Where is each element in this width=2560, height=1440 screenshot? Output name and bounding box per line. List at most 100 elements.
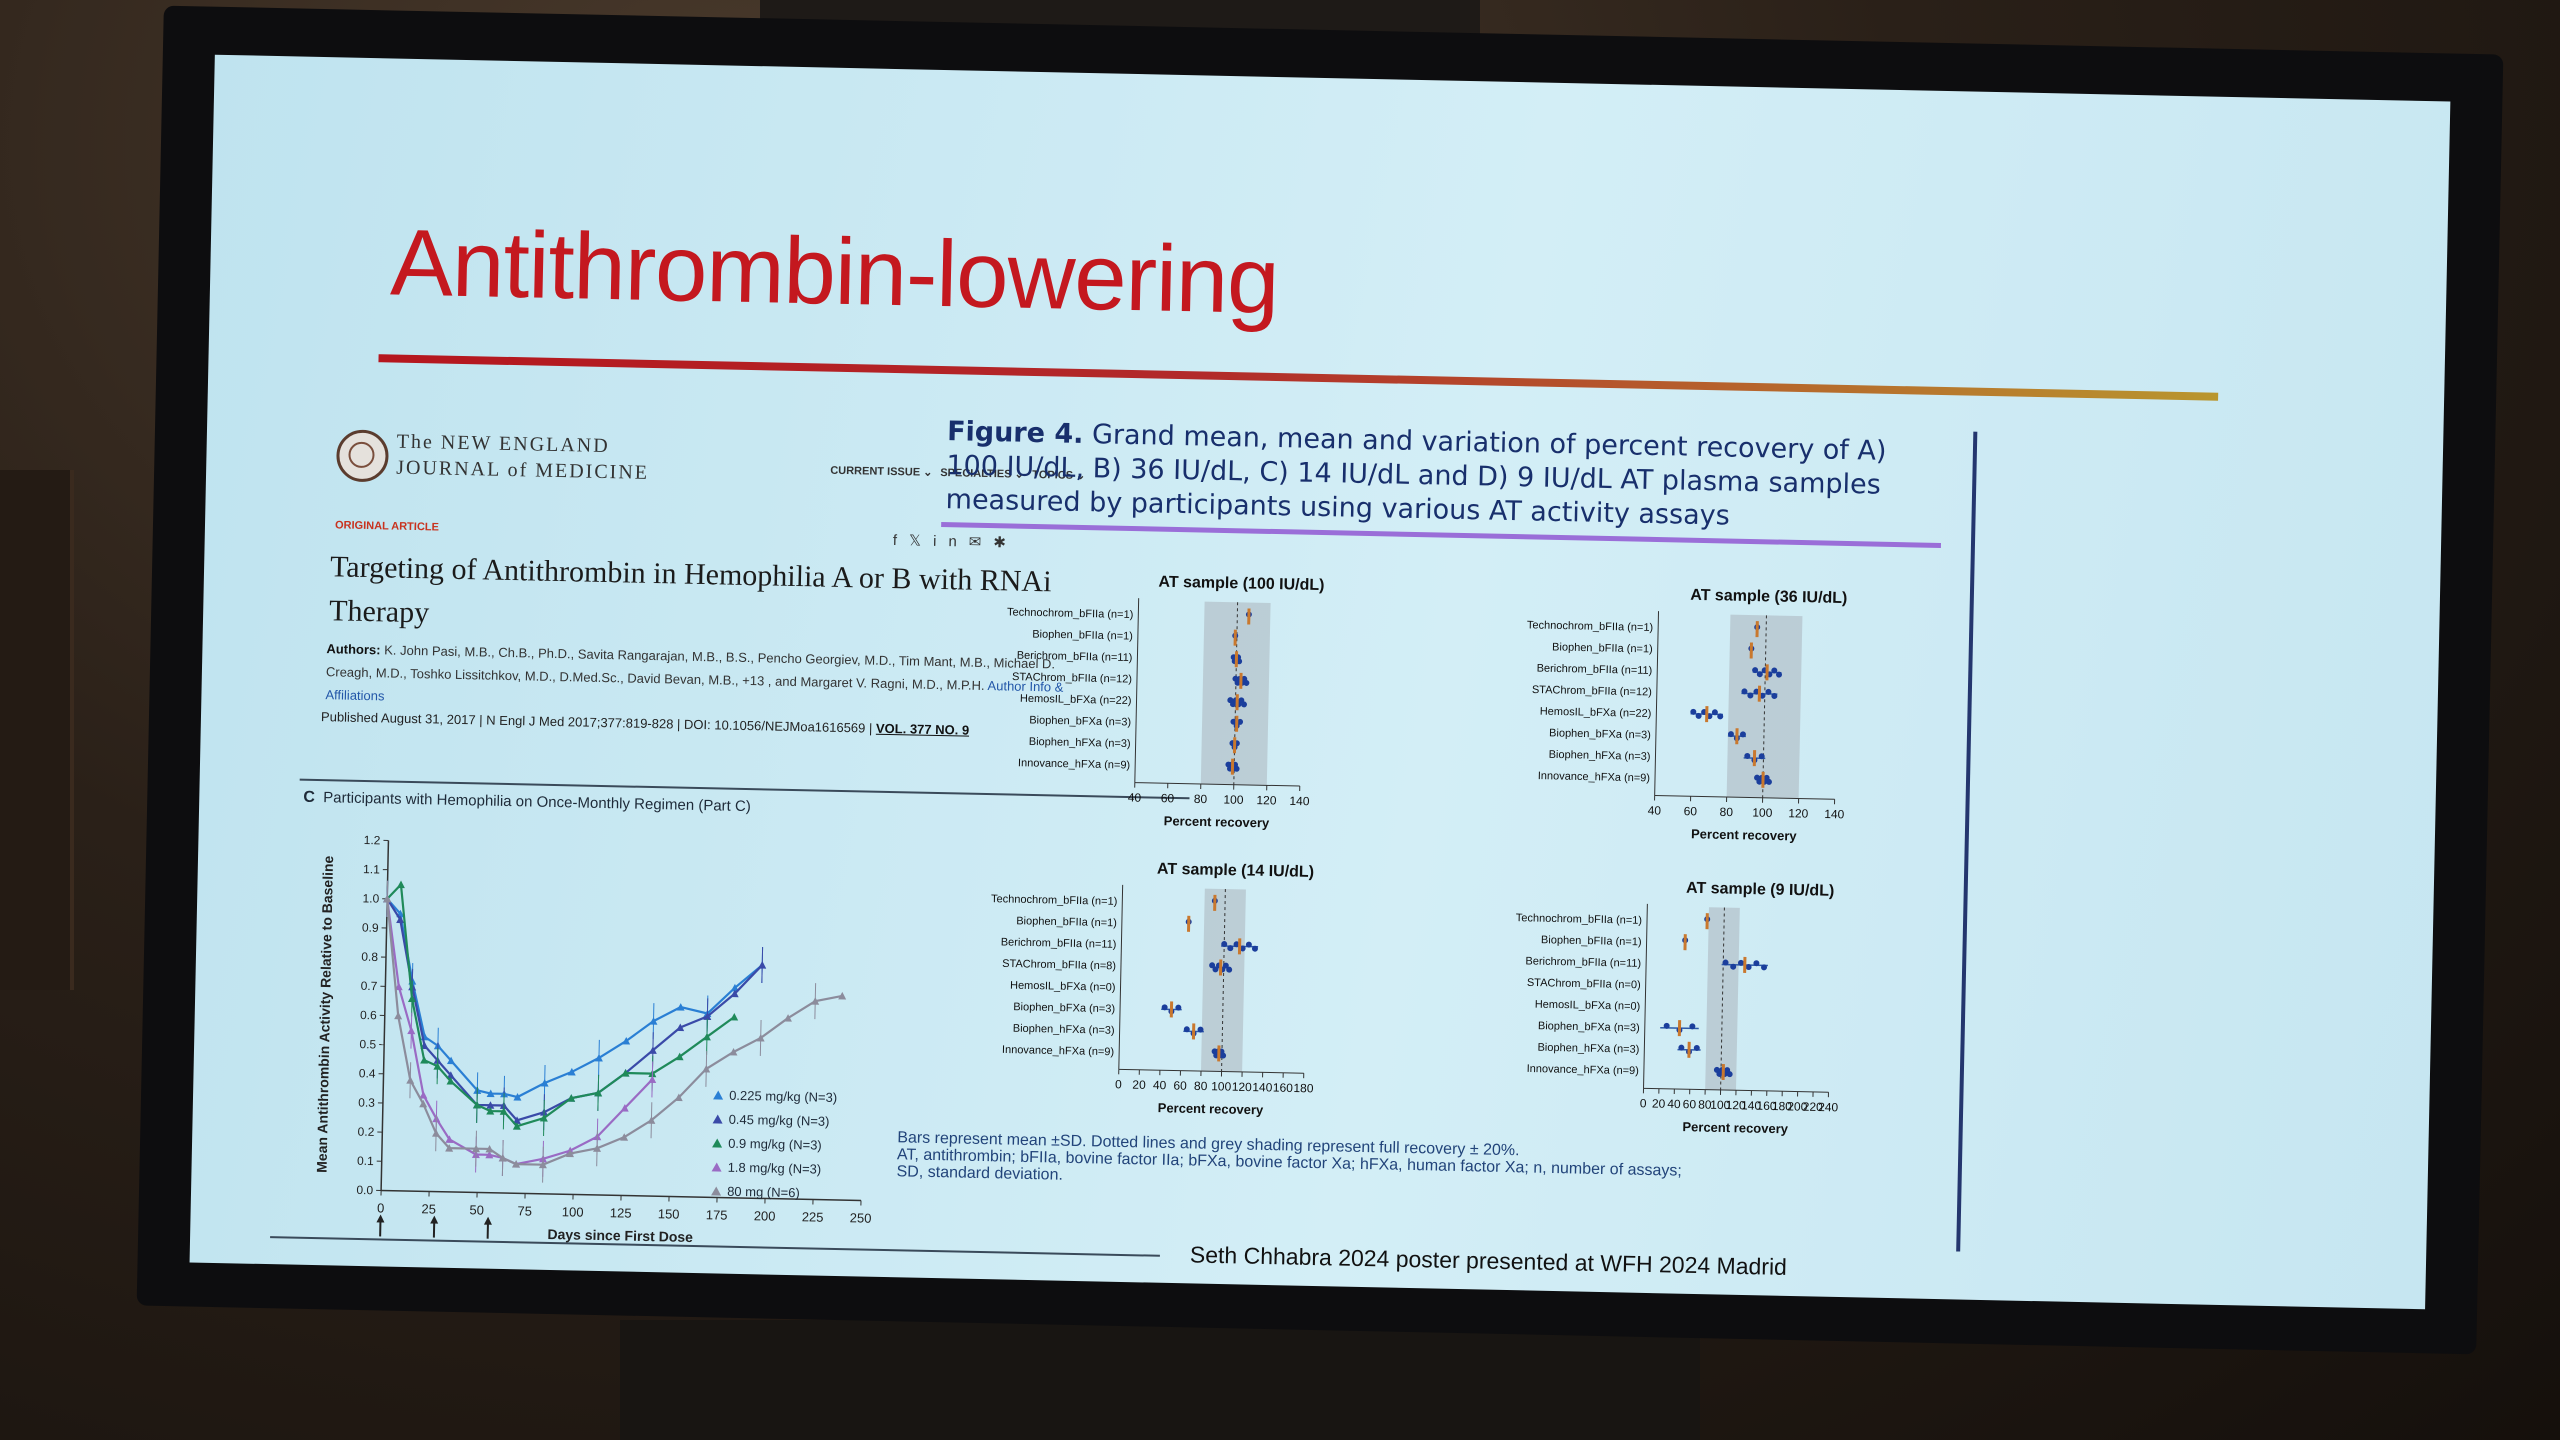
- series-marker: [472, 1100, 481, 1109]
- x-axis-title: Days since First Dose: [547, 1226, 693, 1245]
- x-tick-label: 140: [1741, 1098, 1762, 1112]
- legend-label: 0.225 mg/kg (N=3): [729, 1088, 837, 1105]
- x-tick-label: 40: [1648, 803, 1662, 817]
- y-tick-label: 0.9: [362, 920, 379, 934]
- legend-marker: [711, 1162, 722, 1172]
- assay-label: Innovance_hFXa (n=9): [1527, 1063, 1639, 1077]
- series-marker: [838, 991, 847, 1000]
- article-section: ORIGINAL ARTICLE: [334, 519, 440, 534]
- series-marker: [433, 1062, 442, 1070]
- x-tick-label: 20: [1652, 1096, 1666, 1110]
- series-marker: [485, 1144, 494, 1153]
- assay-label: Biophen_bFIIa (n=1): [1552, 641, 1653, 655]
- series-line: [386, 882, 735, 1128]
- series-marker: [620, 1133, 629, 1141]
- x-tick-label: 100: [1211, 1079, 1232, 1093]
- x-tick-label: 100: [1752, 806, 1773, 820]
- data-point: [1765, 688, 1772, 695]
- series-marker: [512, 1122, 521, 1130]
- y-axis: [1643, 903, 1648, 1089]
- legend-label: 1.8 mg/kg (N=3): [728, 1160, 822, 1177]
- series-marker: [446, 1056, 455, 1065]
- assay-label: Innovance_hFXa (n=9): [1002, 1044, 1114, 1058]
- series-marker: [730, 983, 739, 992]
- dose-arrow-head: [483, 1216, 492, 1225]
- data-point: [1717, 713, 1724, 720]
- nejm-seal-icon: [335, 429, 390, 483]
- series-marker: [702, 1032, 711, 1041]
- series-marker: [648, 1046, 657, 1054]
- data-point: [1695, 712, 1702, 719]
- x-tick-label: 80: [1194, 1079, 1208, 1093]
- series-marker: [730, 989, 739, 998]
- data-point: [1245, 941, 1252, 948]
- x-tick-label: 160: [1756, 1099, 1777, 1113]
- assay-label: Biophen_hFXa (n=3): [1549, 749, 1651, 763]
- series-marker: [486, 1107, 495, 1115]
- data-point: [1693, 1044, 1700, 1051]
- series-marker: [383, 894, 392, 903]
- x-axis-title: Percent recovery: [1682, 1119, 1789, 1136]
- assay-label: STAChrom_bFIIa (n=12): [1012, 671, 1132, 686]
- data-point: [1222, 962, 1229, 969]
- x-tick-label: 60: [1683, 1097, 1697, 1111]
- x-tick-label: 100: [1710, 1098, 1731, 1112]
- series-marker: [593, 1144, 602, 1152]
- legend-marker: [712, 1138, 723, 1148]
- data-point: [1745, 964, 1752, 971]
- slide: Antithrombin-lowering The NEW ENGLAND JO…: [189, 54, 2451, 1310]
- data-point: [1690, 708, 1697, 715]
- x-axis: [1643, 1087, 1829, 1093]
- x-tick-label: 40: [1667, 1097, 1681, 1111]
- series-marker: [538, 1160, 547, 1169]
- series-marker: [648, 1075, 657, 1084]
- y-tick-label: 1.1: [363, 862, 380, 876]
- x-tick-label: 80: [1720, 805, 1734, 819]
- y-tick-label: 0.5: [359, 1037, 376, 1051]
- y-tick-label: 0.8: [361, 950, 378, 964]
- data-point: [1233, 941, 1240, 948]
- panel-36iu: AT sample (36 IU/dL) Technochrom_bFIIa (n…: [1527, 587, 1848, 844]
- panel-title: AT sample (14 IU/dL): [1157, 861, 1314, 881]
- x-tick-label: 120: [1788, 806, 1809, 820]
- data-point: [1776, 671, 1783, 678]
- series-marker: [407, 994, 416, 1003]
- series-marker: [486, 1101, 495, 1109]
- x-axis: [1654, 794, 1835, 800]
- legend-marker: [712, 1114, 723, 1124]
- series-marker: [567, 1067, 576, 1076]
- data-point: [1237, 718, 1244, 725]
- data-point: [1730, 963, 1737, 970]
- x-tick-label: 250: [850, 1210, 872, 1225]
- series-marker: [513, 1093, 522, 1101]
- figure4-caption: Figure 4. Grand mean, mean and variation…: [945, 415, 1927, 538]
- monitor-stand-bottom: [620, 1320, 1700, 1440]
- assay-label: Innovance_hFXa (n=9): [1018, 757, 1130, 771]
- dose-arrow-head: [430, 1215, 439, 1224]
- full-recovery-line: [1233, 602, 1239, 785]
- series-marker: [594, 1053, 603, 1062]
- assay-label: Technochrom_bFIIa (n=1): [991, 893, 1117, 908]
- assay-label: Biophen_hFXa (n=3): [1029, 736, 1131, 750]
- data-point: [1678, 1044, 1685, 1051]
- data-point: [1243, 679, 1250, 686]
- data-point: [1209, 962, 1216, 969]
- data-point: [1771, 667, 1778, 674]
- series-marker: [406, 1076, 415, 1084]
- data-point: [1230, 718, 1237, 725]
- series-marker: [729, 1047, 738, 1056]
- monitor-bezel: Antithrombin-lowering The NEW ENGLAND JO…: [136, 5, 2504, 1355]
- series-marker: [540, 1079, 549, 1087]
- assay-label: Berichrom_bFIIa (n=11): [1017, 650, 1133, 664]
- series-marker: [675, 1052, 684, 1061]
- y-axis: [1118, 884, 1124, 1070]
- nav-current-issue[interactable]: CURRENT ISSUE ⌄: [830, 464, 933, 479]
- data-point: [1752, 667, 1759, 674]
- y-tick-label: 0.2: [357, 1125, 374, 1139]
- data-point: [1739, 731, 1746, 738]
- assay-label: Biophen_bFIIa (n=1): [1016, 915, 1117, 929]
- legend-marker: [713, 1090, 724, 1100]
- data-point: [1161, 1004, 1168, 1011]
- data-point: [1239, 945, 1246, 952]
- x-tick-label: 40: [1128, 790, 1142, 804]
